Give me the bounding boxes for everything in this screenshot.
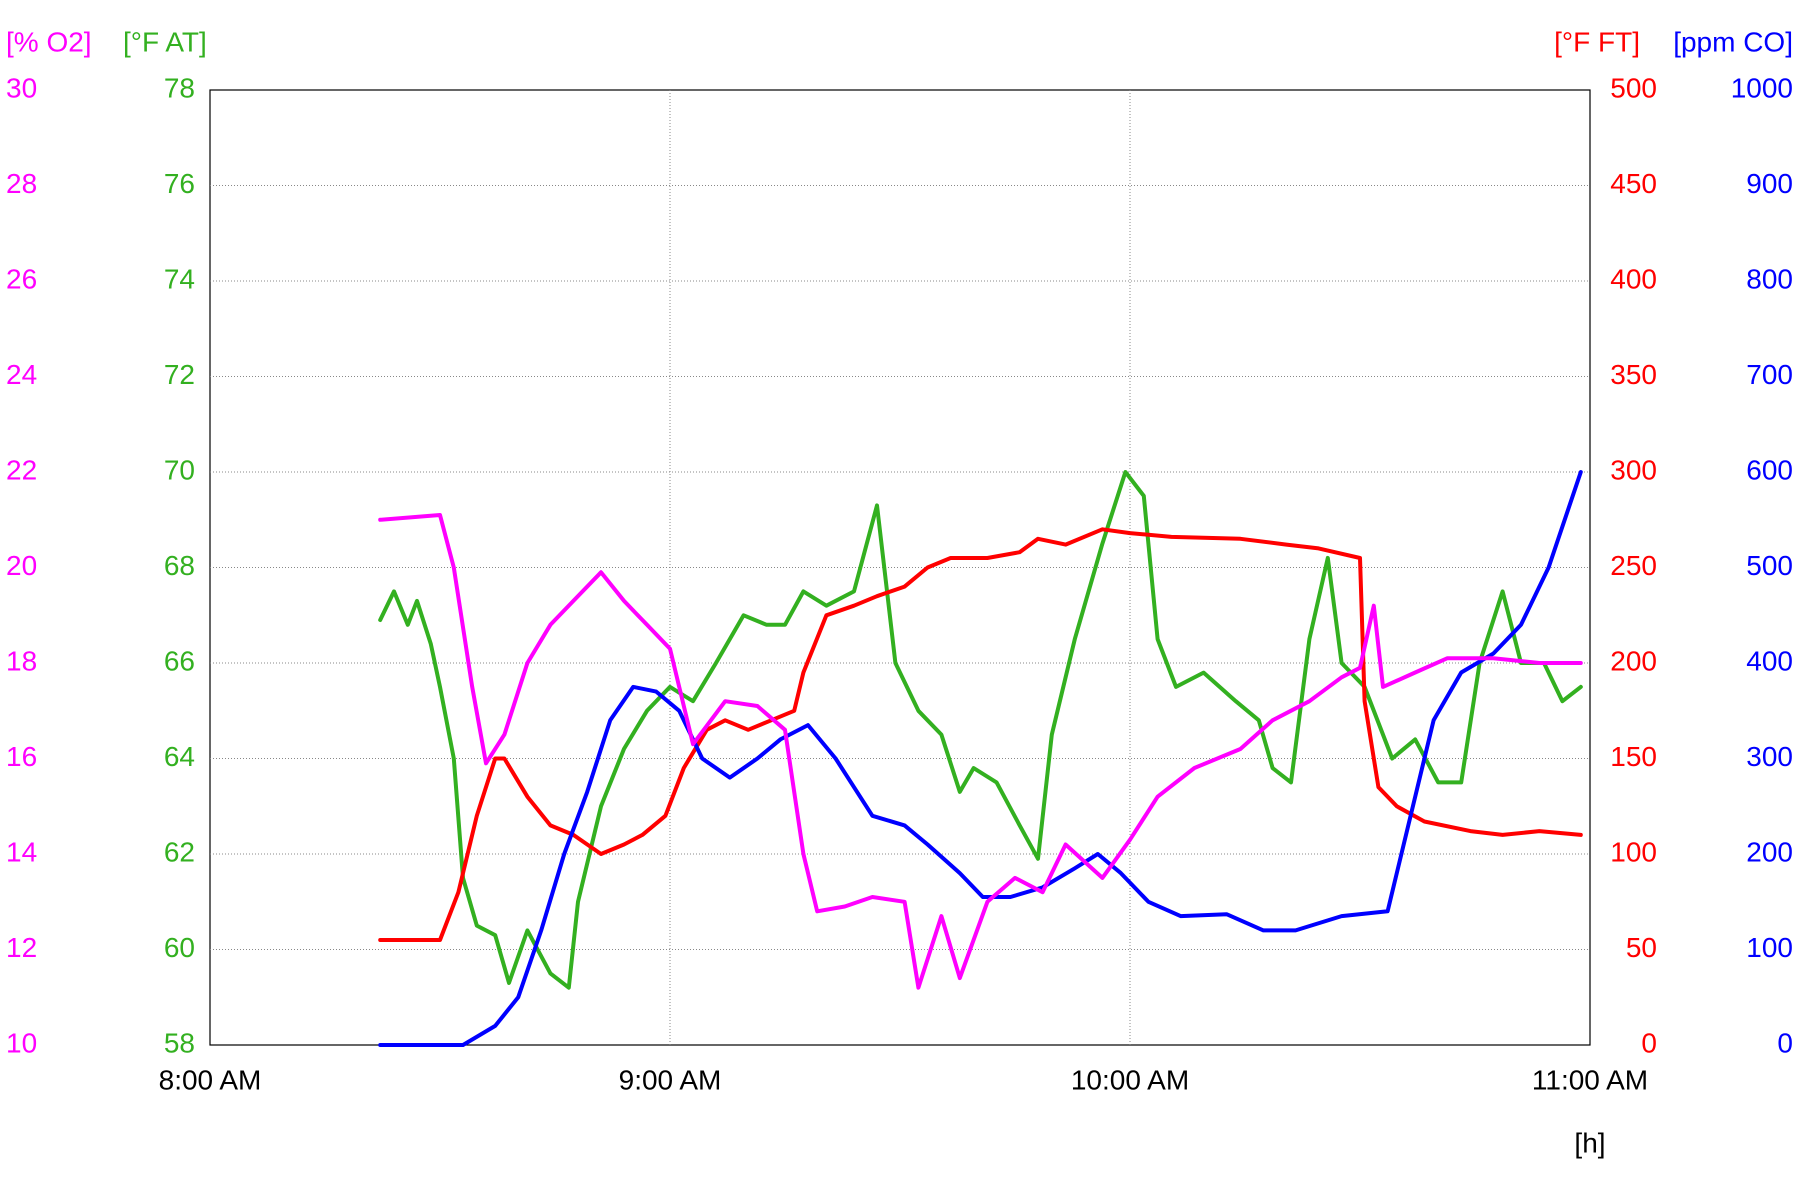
y-tick-label: 300 <box>1610 454 1657 485</box>
y-tick-label: 20 <box>6 550 37 581</box>
y-tick-label: 74 <box>164 263 195 294</box>
y-tick-label: 1000 <box>1731 72 1793 103</box>
axis-header: [ppm CO] <box>1673 26 1793 57</box>
y-tick-label: 28 <box>6 168 37 199</box>
axis-header: [°F AT] <box>123 26 207 57</box>
y-tick-label: 22 <box>6 454 37 485</box>
x-axis-label: [h] <box>1574 1127 1605 1158</box>
y-tick-label: 100 <box>1610 836 1657 867</box>
y-tick-label: 72 <box>164 359 195 390</box>
x-tick-label: 9:00 AM <box>619 1064 722 1095</box>
axis-header: [°F FT] <box>1554 26 1640 57</box>
y-tick-label: 500 <box>1610 72 1657 103</box>
y-tick-label: 150 <box>1610 741 1657 772</box>
y-tick-label: 100 <box>1746 932 1793 963</box>
y-tick-label: 900 <box>1746 168 1793 199</box>
y-tick-label: 76 <box>164 168 195 199</box>
y-tick-label: 78 <box>164 72 195 103</box>
y-tick-label: 50 <box>1626 932 1657 963</box>
y-tick-label: 16 <box>6 741 37 772</box>
x-tick-label: 10:00 AM <box>1071 1064 1189 1095</box>
y-tick-label: 450 <box>1610 168 1657 199</box>
y-tick-label: 12 <box>6 932 37 963</box>
x-tick-label: 11:00 AM <box>1532 1064 1648 1095</box>
y-tick-label: 500 <box>1746 550 1793 581</box>
y-tick-label: 400 <box>1610 263 1657 294</box>
y-tick-label: 60 <box>164 932 195 963</box>
y-tick-label: 800 <box>1746 263 1793 294</box>
y-tick-label: 24 <box>6 359 37 390</box>
series-line <box>378 470 1583 1047</box>
y-tick-label: 66 <box>164 645 195 676</box>
y-tick-label: 0 <box>1641 1027 1657 1058</box>
y-tick-label: 400 <box>1746 645 1793 676</box>
series-line <box>378 513 1583 990</box>
y-tick-label: 68 <box>164 550 195 581</box>
y-tick-label: 600 <box>1746 454 1793 485</box>
y-tick-label: 26 <box>6 263 37 294</box>
y-tick-label: 300 <box>1746 741 1793 772</box>
y-tick-label: 30 <box>6 72 37 103</box>
y-tick-label: 62 <box>164 836 195 867</box>
y-tick-label: 14 <box>6 836 37 867</box>
axis-header: [% O2] <box>6 26 92 57</box>
y-tick-label: 64 <box>164 741 195 772</box>
series-line <box>378 470 1583 990</box>
y-tick-label: 58 <box>164 1027 195 1058</box>
y-tick-label: 700 <box>1746 359 1793 390</box>
x-tick-label: 8:00 AM <box>159 1064 262 1095</box>
y-tick-label: 250 <box>1610 550 1657 581</box>
y-tick-label: 0 <box>1777 1027 1793 1058</box>
y-tick-label: 200 <box>1610 645 1657 676</box>
y-tick-label: 18 <box>6 645 37 676</box>
y-tick-label: 200 <box>1746 836 1793 867</box>
y-tick-label: 350 <box>1610 359 1657 390</box>
y-tick-label: 70 <box>164 454 195 485</box>
y-tick-label: 10 <box>6 1027 37 1058</box>
